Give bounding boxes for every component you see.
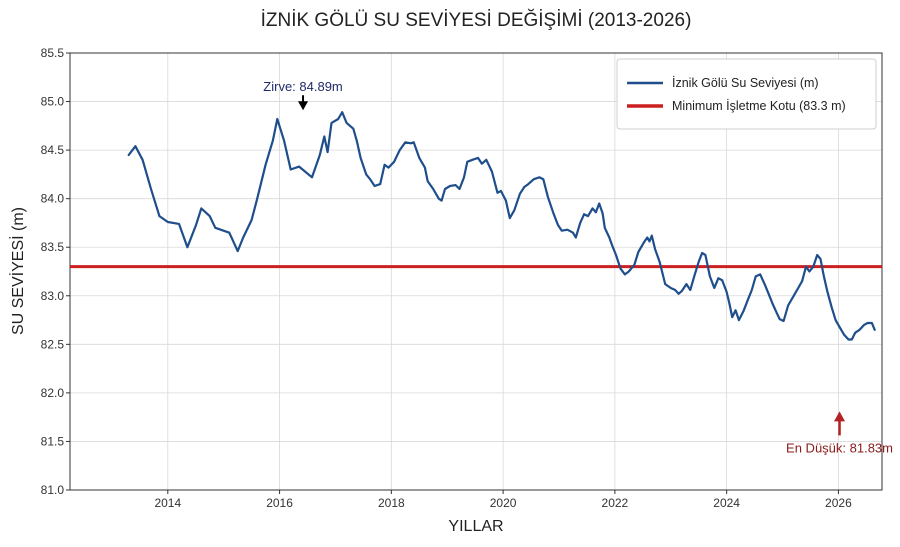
x-tick-label-2022: 2022	[602, 496, 629, 510]
y-tick-label-83: 83.0	[41, 289, 65, 303]
y-tick-label-82: 82.0	[41, 386, 65, 400]
x-tick-label-2014: 2014	[154, 496, 181, 510]
lowest-arrow-head	[834, 411, 846, 422]
y-tick-label-81.5: 81.5	[41, 434, 65, 448]
y-tick-label-85.5: 85.5	[41, 46, 65, 60]
legend: İznik Gölü Su Seviyesi (m) Minimum İşlet…	[616, 58, 877, 130]
legend-label-minimum-level: Minimum İşletme Kotu (83.3 m)	[672, 99, 846, 113]
plot-area-frame	[69, 52, 883, 491]
series-line-water-level	[127, 111, 876, 341]
x-tick-label-2026: 2026	[825, 496, 852, 510]
y-tick-label-85: 85.0	[41, 95, 65, 109]
x-tick-label-2020: 2020	[490, 496, 517, 510]
annotations: Zirve: 84.89m En Düşük: 81.83m	[263, 79, 893, 455]
x-tick-label-2024: 2024	[713, 496, 740, 510]
y-tick-label-83.5: 83.5	[41, 240, 65, 254]
peak-annotation-label: Zirve: 84.89m	[263, 79, 342, 94]
x-axis-ticks: 2014 2016 2018 2020 2022 2024 2026	[154, 490, 852, 510]
legend-box	[616, 58, 877, 130]
lowest-annotation-label: En Düşük: 81.83m	[786, 440, 893, 455]
y-tick-label-84: 84.0	[41, 192, 65, 206]
chart-title: İZNİK GÖLÜ SU SEVİYESİ DEĞİŞİMİ (2013-20…	[261, 9, 692, 31]
x-axis-title: YILLAR	[448, 518, 503, 535]
y-tick-label-84.5: 84.5	[41, 143, 65, 157]
y-tick-label-81: 81.0	[41, 483, 65, 497]
peak-arrow-head	[298, 101, 309, 111]
y-axis-ticks: 81.0 81.5 82.0 82.5 83.0 83.5 84.0 84.5 85.0 85.5	[41, 46, 70, 497]
y-axis-title: SU SEVİYESİ (m)	[8, 207, 27, 335]
y-tick-label-82.5: 82.5	[41, 337, 65, 351]
legend-label-water-level: İznik Gölü Su Seviyesi (m)	[672, 76, 819, 90]
x-tick-label-2016: 2016	[266, 496, 293, 510]
x-tick-label-2018: 2018	[378, 496, 405, 510]
